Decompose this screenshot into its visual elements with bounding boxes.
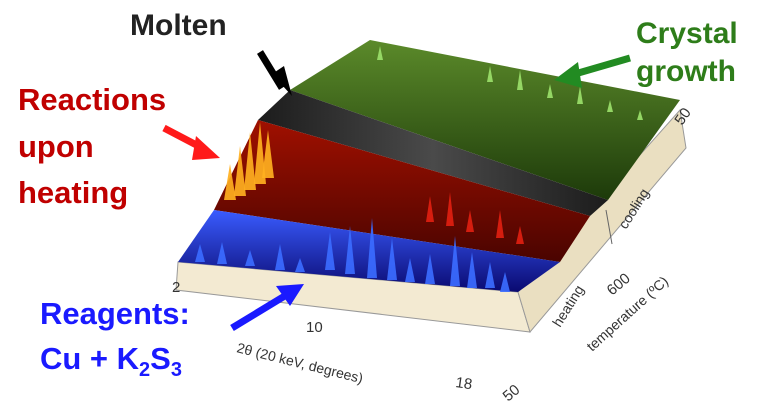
band-molten [258,90,608,216]
z-tick-50-bottom: 50 [500,381,524,405]
peak-reaction-hot-2 [244,132,256,190]
label-reactions-line2: upon [18,128,94,164]
segment-divider [605,209,613,245]
band-reactions [214,120,590,262]
label-reactions-line1: Reactions [18,82,167,117]
x-tick-18: 18 [454,374,473,393]
peak-reaction-1 [446,192,454,226]
label-reagents-line1: Reagents: [40,296,190,331]
peak-reaction-4 [516,226,524,244]
formula-sub-2: 3 [170,358,182,381]
arrow-crystal [554,54,631,88]
peak-crystal-4 [577,86,583,104]
peak-crystal-2 [517,70,523,90]
peak-reaction-hot-1 [234,146,246,196]
peak-reaction-2 [466,210,474,232]
peak-reagent-14 [500,272,510,292]
peak-reagent-3 [275,244,285,270]
label-reactions-line3: heating [18,175,129,211]
peak-reagent-8 [387,238,397,280]
arrow-molten [257,50,292,96]
band-reagents [178,210,560,292]
label-crystal-line2: growth [636,54,736,88]
band-crystal-growth [290,40,680,200]
peak-reagent-12 [467,252,477,288]
peak-crystal-1 [487,66,493,82]
peak-reaction-3 [496,210,504,238]
formula-sub-1: 2 [139,358,151,381]
peak-crystal-3 [547,84,553,98]
formula-mid: S [150,340,171,376]
arrow-reactions [162,124,220,160]
peak-reaction-0 [426,196,434,222]
peak-reagent-10 [425,254,435,284]
peak-reaction-hot-3 [254,122,266,184]
peak-crystal-6 [637,110,643,120]
label-crystal-line1: Crystal [636,17,738,50]
peak-crystal-0 [377,46,383,60]
peak-reagent-13 [485,262,495,288]
peak-reaction-hot-0 [224,164,236,200]
peak-reagent-1 [217,242,227,264]
label-reagents-formula: Cu + K2S3 [40,340,190,381]
peak-reagent-6 [345,226,355,274]
peak-crystal-5 [607,100,613,112]
peak-reagent-7 [367,218,377,278]
arrow-reagents [230,284,304,331]
x-tick-10: 10 [306,319,323,336]
peak-reagent-9 [405,258,415,282]
peak-reaction-hot-4 [262,130,274,178]
z-tick-50-top: 50 [671,105,694,128]
peak-reagent-0 [195,244,205,262]
peak-layer [195,46,643,292]
x-tick-2: 2 [172,279,180,296]
label-molten: Molten [130,9,227,42]
peak-reagent-5 [325,232,335,270]
peak-reagent-2 [245,250,255,266]
x-axis-label: 2θ (20 keV, degrees) [235,339,364,386]
label-reagents: Reagents: Cu + K2S3 [40,296,190,381]
label-crystal-growth: Crystal growth [636,18,738,87]
label-reactions: Reactions upon heating [18,82,167,211]
z-tick-600: 600 [604,270,634,299]
peak-reagent-11 [450,236,460,286]
peak-reagent-4 [295,258,305,272]
formula-main: Cu + K [40,340,140,376]
